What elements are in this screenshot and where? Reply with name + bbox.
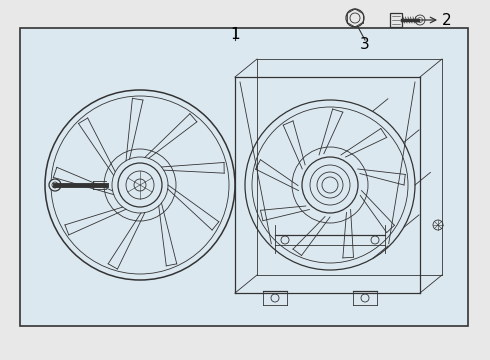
Circle shape xyxy=(415,15,425,25)
Text: 3: 3 xyxy=(360,36,370,51)
Circle shape xyxy=(350,13,360,23)
Bar xyxy=(20,28,468,326)
Text: 1: 1 xyxy=(230,27,240,41)
Circle shape xyxy=(433,220,443,230)
Circle shape xyxy=(361,294,369,302)
Circle shape xyxy=(371,236,379,244)
Circle shape xyxy=(49,179,61,191)
Circle shape xyxy=(281,236,289,244)
Circle shape xyxy=(271,294,279,302)
FancyBboxPatch shape xyxy=(390,13,402,27)
Text: 2: 2 xyxy=(442,13,452,27)
Circle shape xyxy=(346,9,364,27)
